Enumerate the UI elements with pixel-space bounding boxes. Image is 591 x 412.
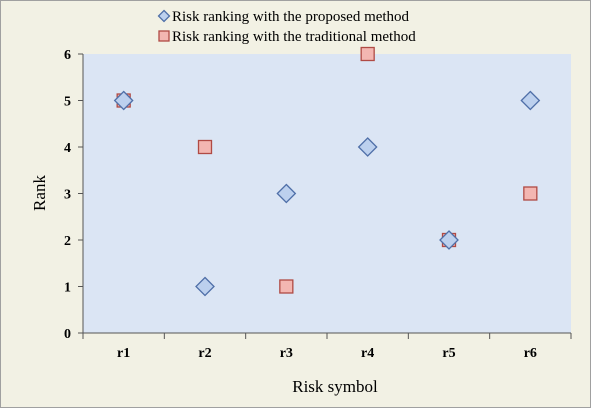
y-tick-label: 3	[64, 188, 71, 203]
x-tick-label: r1	[117, 346, 130, 361]
y-axis-title: Rank	[30, 175, 49, 211]
traditional-point	[523, 186, 538, 201]
proposed-point	[276, 183, 297, 204]
y-tick-label: 2	[64, 234, 71, 249]
y-tick-label: 4	[64, 141, 71, 156]
x-axis: r1 r2 r3 r4 r5 r6	[82, 332, 572, 361]
y-tick-label: 0	[64, 327, 71, 342]
proposed-point	[520, 90, 541, 111]
proposed-point	[113, 90, 134, 111]
y-tick-label: 5	[64, 95, 71, 110]
proposed-point	[195, 276, 215, 297]
legend-label-traditional: Risk ranking with the traditional method	[172, 29, 416, 45]
traditional-point	[279, 279, 294, 294]
legend-square-icon	[158, 30, 170, 42]
x-tick-label: r6	[524, 346, 537, 361]
legend: Risk ranking with the proposed method Ri…	[157, 9, 416, 45]
plot-area	[83, 54, 571, 333]
traditional-point	[197, 139, 213, 155]
x-tick-label: r2	[198, 346, 211, 361]
legend-diamond-icon	[157, 9, 171, 23]
x-tick-label: r5	[442, 346, 455, 361]
legend-marker-proposed	[157, 9, 171, 23]
y-tick-label: 1	[64, 281, 71, 296]
legend-marker-traditional	[158, 30, 170, 42]
y-axis: 0 1 2 3 4 5 6	[64, 48, 84, 342]
y-tick-label: 6	[64, 48, 71, 63]
proposed-point	[357, 137, 378, 157]
x-tick-label: r4	[361, 346, 374, 361]
x-tick-label: r3	[280, 346, 293, 361]
legend-label-proposed: Risk ranking with the proposed method	[172, 9, 410, 25]
traditional-point	[360, 46, 375, 62]
x-axis-title: Risk symbol	[292, 377, 378, 396]
proposed-point	[439, 230, 459, 250]
series-layer	[113, 46, 541, 297]
